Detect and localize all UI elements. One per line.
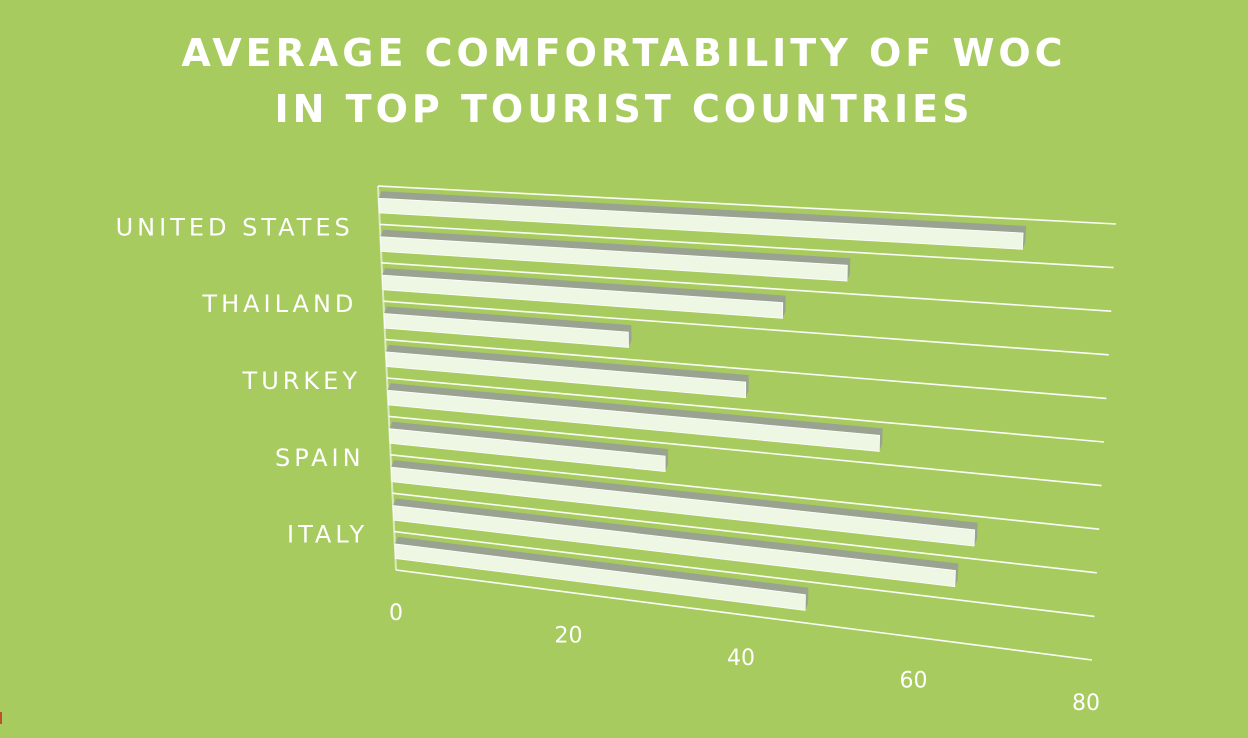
bar-side-face <box>974 522 978 547</box>
x-tick-label: 40 <box>727 646 755 671</box>
bar-side-face <box>805 587 809 611</box>
corner-mark <box>0 712 2 724</box>
gridline <box>390 454 1100 530</box>
bar <box>392 505 956 588</box>
bar-top-face <box>380 229 851 266</box>
category-label: UNITED STATES <box>116 213 354 241</box>
bar <box>383 313 629 348</box>
bar-top-face <box>382 268 786 303</box>
bar-side-face <box>665 449 669 472</box>
gridline <box>381 262 1112 312</box>
gridline <box>394 530 1095 618</box>
bar-top-face <box>387 383 883 436</box>
bar-side-face <box>954 563 959 587</box>
x-tick-label: 0 <box>389 601 403 626</box>
chart-title-line-1: AVERAGE COMFORTABILITY OF WOC <box>181 31 1067 75</box>
category-label: ITALY <box>287 521 368 549</box>
bar <box>381 274 784 319</box>
category-label: THAILAND <box>201 290 357 318</box>
bar <box>385 351 747 399</box>
x-tick-label: 80 <box>1072 691 1100 716</box>
gridline <box>385 338 1107 400</box>
bar-side-face <box>879 428 883 452</box>
bar-top-face <box>393 498 959 571</box>
x-tick-label: 20 <box>555 624 583 649</box>
bar-side-face <box>628 325 632 348</box>
gridline <box>395 569 1093 661</box>
bar <box>394 543 806 611</box>
bar-top-face <box>391 460 978 530</box>
gridline <box>386 377 1105 443</box>
bar <box>390 466 976 547</box>
bar-top-face <box>384 306 632 333</box>
gridline <box>392 492 1097 574</box>
bar-side-face <box>782 295 786 319</box>
bar-side-face <box>745 375 749 398</box>
bar <box>378 197 1024 250</box>
bar-side-face <box>847 258 851 282</box>
gridline <box>379 223 1114 269</box>
bar <box>387 389 881 452</box>
bar <box>379 236 848 282</box>
gridline <box>388 415 1102 487</box>
x-tick-label: 60 <box>900 669 928 694</box>
bar-top-face <box>378 191 1027 233</box>
chart-title-line-2: IN TOP TOURIST COUNTRIES <box>274 87 974 131</box>
bar <box>388 428 666 472</box>
bar-top-face <box>394 536 809 595</box>
category-label: SPAIN <box>275 444 365 472</box>
bar-top-face <box>389 421 669 457</box>
bar-top-face <box>385 344 749 383</box>
gridline <box>377 185 1117 225</box>
gridline <box>383 300 1109 356</box>
category-label: TURKEY <box>242 367 361 395</box>
bar-side-face <box>1022 226 1027 250</box>
